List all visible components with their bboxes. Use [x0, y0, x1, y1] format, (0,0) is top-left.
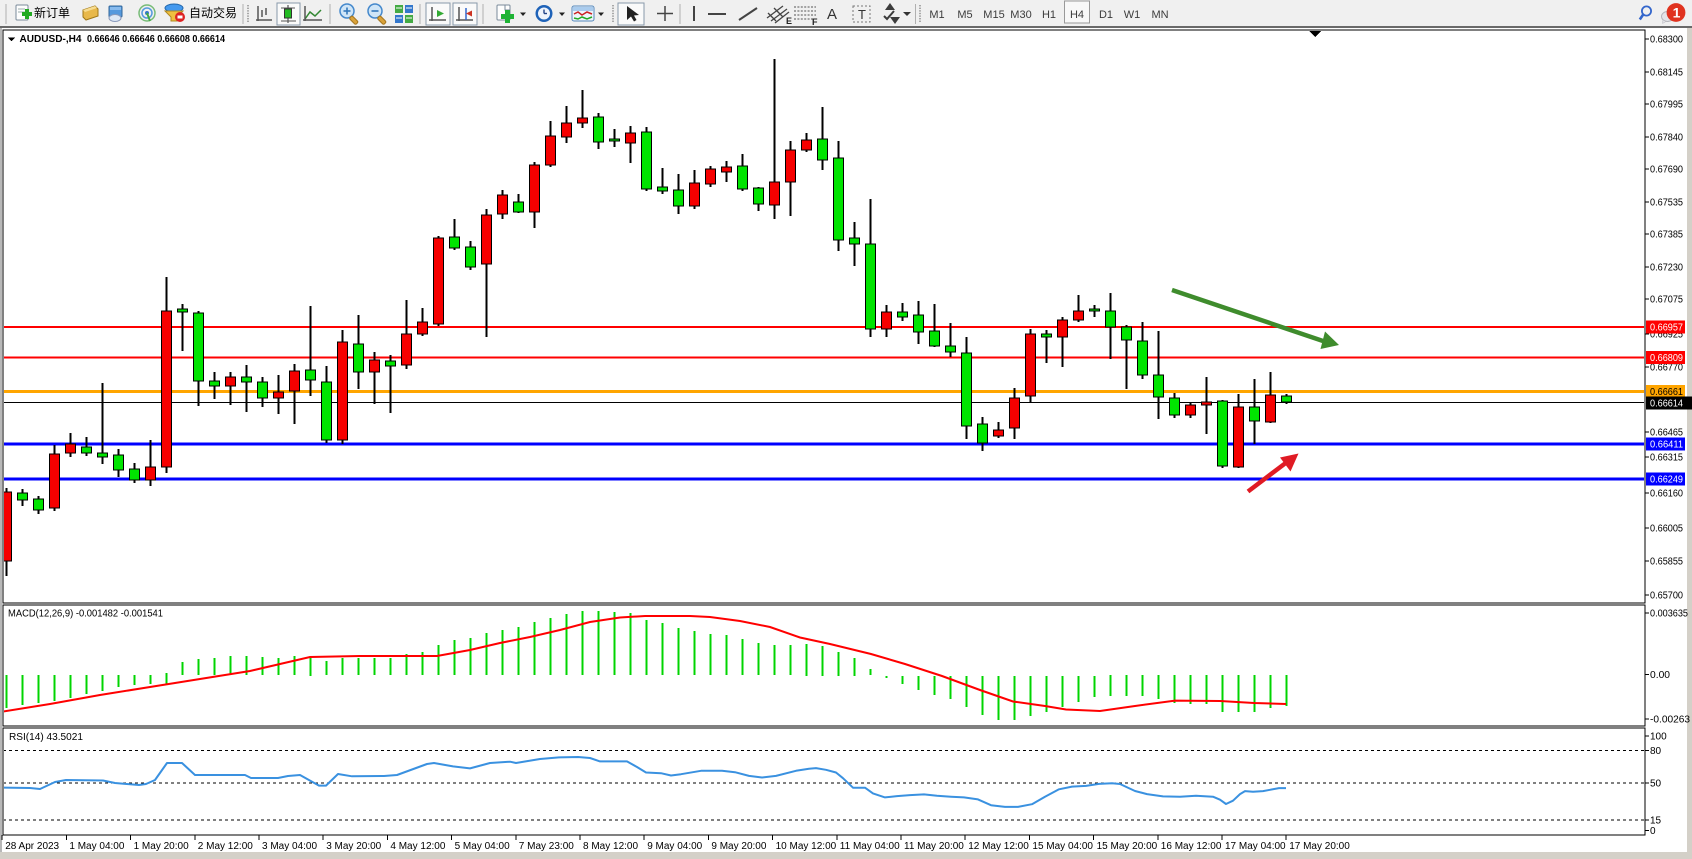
svg-text:1 May 20:00: 1 May 20:00 [134, 841, 189, 852]
svg-text:M15: M15 [983, 9, 1004, 21]
svg-text:2 May 12:00: 2 May 12:00 [198, 841, 253, 852]
svg-text:0.003635: 0.003635 [1650, 609, 1688, 620]
svg-text:16 May 12:00: 16 May 12:00 [1161, 841, 1222, 852]
svg-text:80: 80 [1650, 746, 1662, 757]
svg-text:10 May 12:00: 10 May 12:00 [776, 841, 837, 852]
svg-text:A: A [827, 6, 837, 23]
svg-text:0.65700: 0.65700 [1650, 591, 1683, 602]
svg-text:4 May 12:00: 4 May 12:00 [390, 841, 445, 852]
svg-text:9 May 20:00: 9 May 20:00 [711, 841, 766, 852]
svg-text:0.66465: 0.66465 [1650, 428, 1683, 439]
svg-text:H4: H4 [1070, 9, 1084, 21]
svg-text:E: E [786, 16, 792, 26]
svg-text:8 May 12:00: 8 May 12:00 [583, 841, 638, 852]
svg-text:新订单: 新订单 [34, 5, 70, 20]
svg-text:12 May 12:00: 12 May 12:00 [968, 841, 1029, 852]
svg-text:M5: M5 [957, 9, 972, 21]
svg-text:0.66809: 0.66809 [1650, 353, 1683, 364]
svg-text:F: F [812, 17, 818, 27]
svg-text:0.66957: 0.66957 [1650, 323, 1683, 334]
svg-text:T: T [858, 7, 866, 22]
svg-text:0.67075: 0.67075 [1650, 295, 1683, 306]
svg-text:0.66315: 0.66315 [1650, 453, 1683, 464]
svg-text:0.66249: 0.66249 [1650, 475, 1683, 486]
svg-text:0.00: 0.00 [1650, 670, 1670, 681]
svg-text:0.66614: 0.66614 [1650, 399, 1683, 410]
svg-text:3 May 20:00: 3 May 20:00 [326, 841, 381, 852]
svg-text:0.66925: 0.66925 [1650, 330, 1683, 341]
svg-text:0.67535: 0.67535 [1650, 198, 1683, 209]
svg-text:0.66411: 0.66411 [1650, 440, 1683, 451]
svg-text:100: 100 [1650, 732, 1667, 743]
svg-text:D1: D1 [1099, 9, 1113, 21]
svg-text:15 May 04:00: 15 May 04:00 [1032, 841, 1093, 852]
svg-text:M1: M1 [929, 9, 944, 21]
svg-text:15: 15 [1650, 816, 1662, 827]
svg-text:1 May 04:00: 1 May 04:00 [69, 841, 124, 852]
svg-text:MACD(12,26,9) -0.001482 -0.001: MACD(12,26,9) -0.001482 -0.001541 [8, 609, 163, 620]
svg-text:0.66160: 0.66160 [1650, 489, 1683, 500]
svg-text:1: 1 [1673, 5, 1681, 21]
svg-text:9 May 04:00: 9 May 04:00 [647, 841, 702, 852]
svg-text:AUDUSD-,H4: AUDUSD-,H4 [20, 34, 82, 45]
svg-text:RSI(14) 43.5021: RSI(14) 43.5021 [9, 732, 83, 743]
svg-text:0.68145: 0.68145 [1650, 68, 1683, 79]
svg-text:0.66646 0.66646 0.66608 0.6661: 0.66646 0.66646 0.66608 0.66614 [87, 34, 225, 45]
svg-text:自动交易: 自动交易 [189, 5, 237, 20]
svg-text:11 May 04:00: 11 May 04:00 [840, 841, 900, 852]
svg-text:28 Apr 2023: 28 Apr 2023 [5, 841, 59, 852]
svg-text:0.66005: 0.66005 [1650, 524, 1683, 535]
svg-text:0.66661: 0.66661 [1650, 387, 1683, 398]
svg-text:50: 50 [1650, 779, 1662, 790]
svg-text:0.67995: 0.67995 [1650, 100, 1683, 111]
svg-text:7 May 23:00: 7 May 23:00 [519, 841, 574, 852]
svg-text:0: 0 [1650, 826, 1656, 837]
svg-text:5 May 04:00: 5 May 04:00 [455, 841, 510, 852]
svg-text:W1: W1 [1124, 9, 1141, 21]
svg-text:0.65855: 0.65855 [1650, 557, 1683, 568]
svg-text:0.68300: 0.68300 [1650, 35, 1683, 46]
svg-text:H1: H1 [1042, 9, 1056, 21]
svg-text:0.67230: 0.67230 [1650, 263, 1683, 274]
svg-text:3 May 04:00: 3 May 04:00 [262, 841, 317, 852]
svg-text:0.67385: 0.67385 [1650, 230, 1683, 241]
svg-text:0.66770: 0.66770 [1650, 363, 1683, 374]
svg-text:15 May 20:00: 15 May 20:00 [1097, 841, 1158, 852]
svg-text:-0.00263: -0.00263 [1650, 715, 1690, 726]
svg-text:11 May 20:00: 11 May 20:00 [904, 841, 964, 852]
svg-text:0.67840: 0.67840 [1650, 133, 1683, 144]
svg-text:17 May 20:00: 17 May 20:00 [1289, 841, 1350, 852]
svg-text:MN: MN [1151, 9, 1168, 21]
svg-text:17 May 04:00: 17 May 04:00 [1225, 841, 1286, 852]
svg-text:0.67690: 0.67690 [1650, 165, 1683, 176]
svg-text:M30: M30 [1010, 9, 1031, 21]
